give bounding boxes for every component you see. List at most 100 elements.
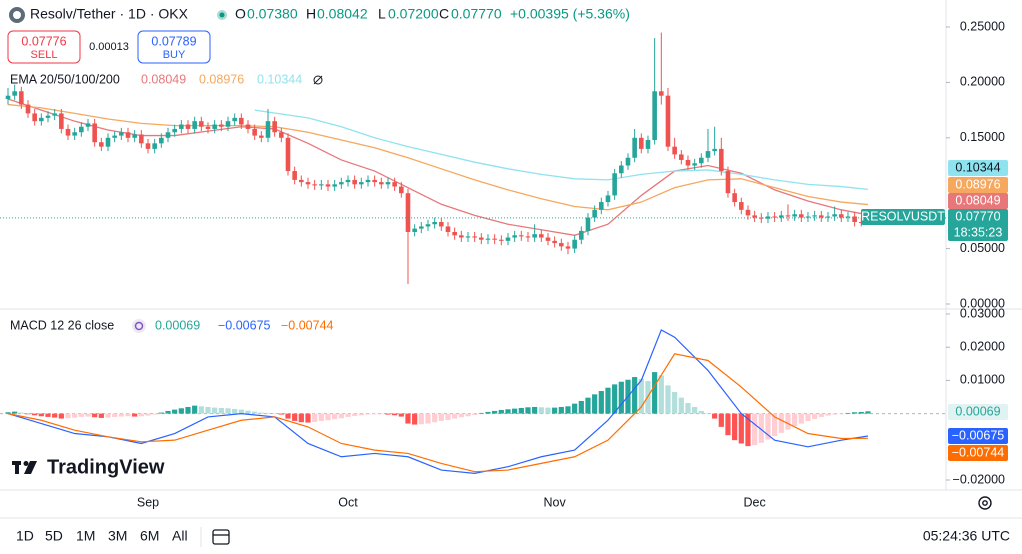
candle-body <box>312 184 317 186</box>
candle-body <box>59 113 64 129</box>
range-button[interactable]: 5D <box>45 528 63 544</box>
macd-histogram-bar <box>158 412 164 414</box>
candle-body <box>119 132 124 136</box>
candle-body <box>99 142 104 147</box>
macd-histogram-bar <box>25 413 31 415</box>
macd-histogram-bar <box>658 375 664 414</box>
candle-body <box>472 236 477 238</box>
range-button[interactable]: 1D <box>16 528 34 544</box>
brand-logo[interactable]: TradingView <box>12 456 165 478</box>
candle-body <box>299 179 304 183</box>
icon-ring <box>134 321 144 331</box>
ohlc-label: L <box>378 6 386 22</box>
macd-histogram-bar <box>52 413 58 418</box>
range-button[interactable]: All <box>172 528 188 544</box>
candle-body <box>565 246 571 249</box>
macd-histogram-bar <box>438 413 444 421</box>
sell-button[interactable] <box>7 30 81 64</box>
candle-body <box>572 239 577 249</box>
candle-body <box>379 182 384 185</box>
macd-histogram-bar <box>745 413 751 447</box>
hide-icon-circle <box>313 75 323 85</box>
candle-body <box>219 124 224 127</box>
candle-body <box>605 195 611 203</box>
macd-histogram-bar <box>272 413 278 414</box>
macd-histogram-bar <box>265 412 271 414</box>
macd-histogram-bar <box>298 413 304 423</box>
range-button[interactable]: 6M <box>140 528 159 544</box>
candle-body <box>352 179 357 185</box>
axis-settings[interactable] <box>978 496 992 510</box>
macd-histogram-bar <box>685 402 691 414</box>
macd-histogram-bar <box>285 413 291 419</box>
symbol-label: RESOLVUSDT <box>861 209 945 223</box>
range-button[interactable]: 1M <box>76 528 95 544</box>
candle-body <box>52 113 57 116</box>
macd-histogram-bar <box>218 407 224 414</box>
macd-histogram-bar <box>178 408 184 414</box>
candle-body <box>405 193 411 232</box>
ema-legend-value: 0.08049 <box>141 72 186 86</box>
macd-histogram-bar <box>185 406 191 414</box>
y-tick-label: 0.05000 <box>960 241 1005 255</box>
macd-settings-icon[interactable] <box>132 319 146 333</box>
hide-icon[interactable] <box>313 75 323 85</box>
range-button[interactable]: 3M <box>108 528 127 544</box>
candle-body <box>32 113 37 122</box>
clock[interactable]: 05:24:36 UTC <box>923 528 1010 544</box>
candle-body <box>519 235 524 237</box>
macd-histogram-bar <box>212 407 218 414</box>
calendar-icon <box>212 529 230 545</box>
candle-body <box>225 121 231 127</box>
sell-price: 0.07776 <box>21 34 66 48</box>
macd-histogram-bar <box>125 413 131 417</box>
y-tick-label: 0.20000 <box>960 75 1005 89</box>
chart-title[interactable]: Resolv/Tether · 1D · OKX <box>30 6 189 22</box>
candle-body <box>759 217 764 219</box>
candle-body <box>399 186 404 194</box>
date-range-button[interactable] <box>212 529 230 545</box>
candle-body <box>345 179 351 183</box>
ohlc-label: O <box>235 6 246 22</box>
candle-body <box>92 123 97 143</box>
candle-body <box>665 95 671 147</box>
candle-body <box>332 184 337 187</box>
candle-body <box>185 124 191 129</box>
candle-body <box>752 215 757 218</box>
candle-body <box>719 148 724 172</box>
macd-histogram-bar <box>478 412 484 414</box>
macd-histogram-bar <box>405 413 411 424</box>
candle-body <box>5 95 11 100</box>
candle-body <box>772 216 777 218</box>
macd-histogram-bar <box>452 413 458 419</box>
buy-price: 0.07789 <box>151 34 196 48</box>
macd-price-label: −0.00675 <box>952 428 1005 442</box>
y-tick-label: 0.01000 <box>960 373 1005 387</box>
hist-price-label: 0.00069 <box>955 404 1000 418</box>
candle-body <box>205 126 211 129</box>
macd-price-label: −0.00744 <box>952 445 1005 459</box>
icon-bg <box>132 319 146 333</box>
candle-body <box>659 91 664 96</box>
macd-legend[interactable]: MACD 12 26 close <box>10 318 114 332</box>
macd-histogram-bar <box>338 413 344 419</box>
macd-histogram-bar <box>498 409 504 414</box>
ema-price-box <box>948 177 1008 193</box>
candle-body <box>212 124 217 129</box>
macd-histogram-bar <box>238 409 244 414</box>
buy-button[interactable] <box>137 30 211 64</box>
logo-part <box>15 461 19 474</box>
macd-histogram-bar <box>58 413 64 419</box>
ema-legend[interactable]: EMA 20/50/100/200 <box>10 72 120 86</box>
macd-histogram-bar <box>132 413 138 417</box>
ohlc-value: 0.08042 <box>317 6 368 22</box>
macd-histogram-bar <box>718 413 724 427</box>
x-tick-label: Nov <box>544 495 567 509</box>
macd-histogram-bar <box>518 407 524 414</box>
macd-histogram-bar <box>612 384 618 414</box>
macd-histogram-bar <box>465 413 471 417</box>
candle-body <box>292 171 297 180</box>
ema-price-label: 0.08049 <box>955 193 1000 207</box>
macd-price-box <box>948 428 1008 444</box>
